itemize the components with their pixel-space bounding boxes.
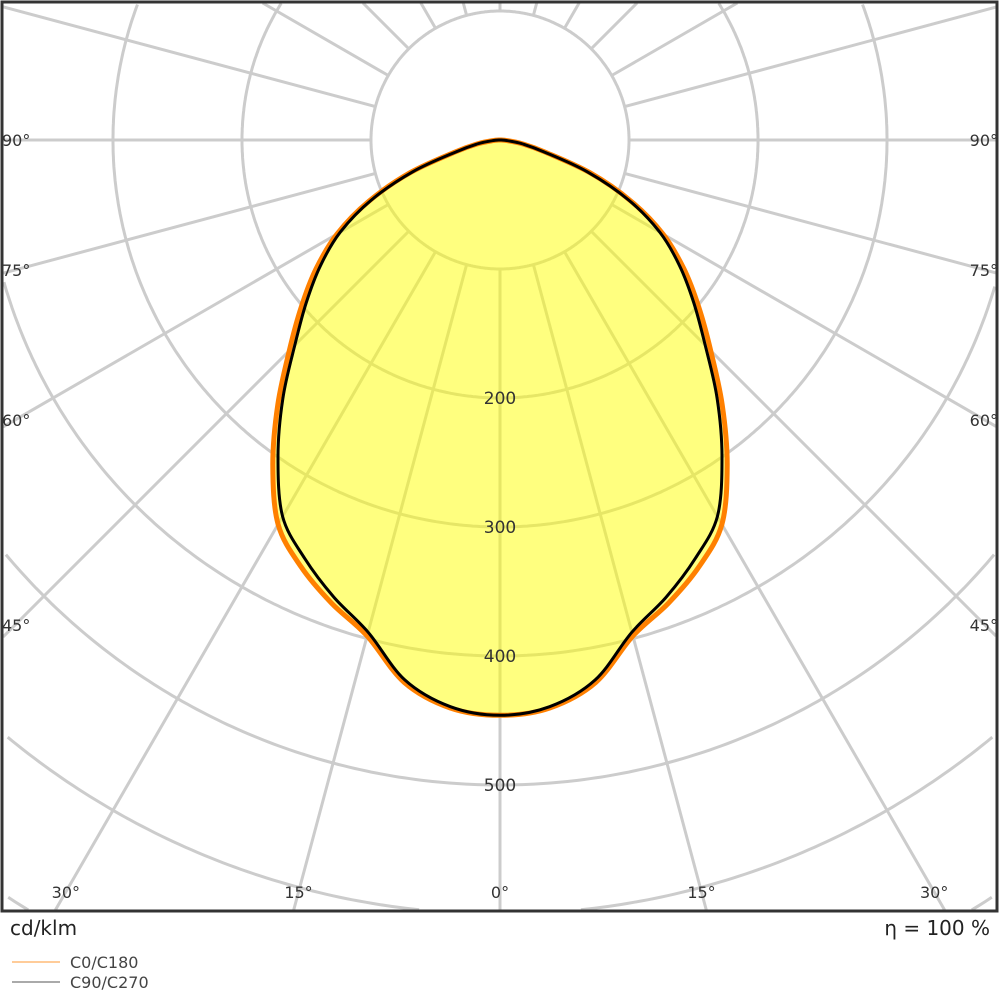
grid-spoke-60 <box>610 203 996 428</box>
angle-label-right: 90° <box>970 131 998 150</box>
angle-label-left: 75° <box>2 261 30 280</box>
grid-spoke-210 <box>419 3 437 30</box>
angle-label-right: 60° <box>970 411 998 430</box>
grid-spoke-120 <box>610 3 739 77</box>
curves <box>270 137 730 718</box>
legend-label-c0-c180: C0/C180 <box>70 953 138 972</box>
grid-ring-700 <box>7 896 993 910</box>
series-curve-c90-c270 <box>276 138 724 717</box>
grid-spoke-285 <box>3 171 376 275</box>
angle-label-right: 75° <box>970 261 998 280</box>
grid-spoke-150 <box>563 3 581 30</box>
grid-spoke-225 <box>361 3 410 50</box>
angle-label-bottom: 0° <box>491 883 509 902</box>
grid-spoke-165 <box>531 3 539 16</box>
grid-spoke-75 <box>624 171 996 275</box>
legend-label-c90-c270: C90/C270 <box>70 973 149 992</box>
angle-labels: 90° 90° 75° 75° 60° 60° 45° 45° 30° 15° 0° 15° 30° <box>2 131 998 902</box>
angle-label-bottom: 15° <box>687 883 715 902</box>
radial-tick-label: 500 <box>484 776 516 796</box>
angle-label-left: 45° <box>2 616 30 635</box>
angle-label-left: 90° <box>2 131 30 150</box>
angle-label-bottom: 30° <box>920 883 948 902</box>
grid-spoke-195 <box>461 3 469 16</box>
grid-ring-500 <box>4 553 996 787</box>
grid-spoke-135 <box>590 3 639 50</box>
angle-label-bottom: 15° <box>284 883 312 902</box>
grid-spoke-255 <box>3 5 376 109</box>
radial-tick-label: 200 <box>484 389 516 409</box>
radial-tick-label: 400 <box>484 647 516 667</box>
angle-label-right: 45° <box>970 616 998 635</box>
radial-tick-labels: 200 300 400 500 <box>484 389 516 796</box>
angle-label-bottom: 30° <box>52 883 80 902</box>
distribution-fill <box>272 140 728 716</box>
angle-label-left: 60° <box>2 411 30 430</box>
grid-spoke-240 <box>261 3 390 77</box>
efficiency-label: η = 100 % <box>884 916 990 940</box>
grid-spoke-105 <box>624 5 996 109</box>
grid-spoke-300 <box>3 203 390 429</box>
legend: C0/C180 C90/C270 <box>12 953 149 992</box>
radial-tick-label: 300 <box>484 518 516 538</box>
plot-frame <box>0 0 999 913</box>
unit-label: cd/klm <box>10 916 77 940</box>
grid-ring-600 <box>6 736 994 910</box>
